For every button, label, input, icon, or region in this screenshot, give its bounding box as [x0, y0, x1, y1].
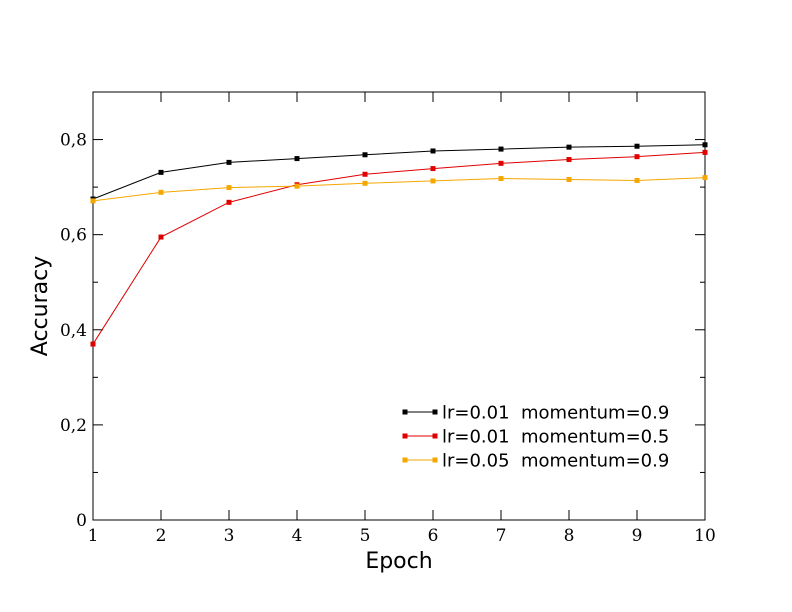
y-tick-label: 0,4: [60, 321, 87, 341]
series-line: [92, 177, 706, 202]
x-tick-label: 6: [428, 526, 439, 546]
x-tick-label: 2: [156, 526, 167, 546]
x-tick-label: 9: [632, 526, 643, 546]
data-point: [566, 144, 572, 150]
x-axis-title: Epoch: [365, 549, 432, 574]
x-tick-label: 8: [564, 526, 575, 546]
y-tick-label: 0,2: [60, 416, 87, 436]
y-tick-label: 0: [76, 511, 87, 531]
data-point: [498, 160, 504, 166]
data-point: [702, 142, 708, 148]
data-point: [362, 171, 368, 177]
y-axis-title: Accuracy: [28, 256, 53, 356]
data-point: [362, 152, 368, 158]
data-point: [294, 156, 300, 162]
data-point: [90, 198, 96, 204]
legend-entry: lr=0.01 momentum=0.9: [402, 403, 669, 424]
data-point: [294, 183, 300, 189]
legend-marker: [432, 409, 438, 415]
y-tick-label: 0,8: [60, 131, 87, 151]
x-tick-label: 7: [496, 526, 507, 546]
legend-label: lr=0.01 momentum=0.9: [442, 403, 669, 424]
x-tick-label: 4: [292, 526, 303, 546]
legend-marker: [402, 457, 408, 463]
data-point: [430, 166, 436, 172]
data-point: [702, 175, 708, 181]
data-point: [226, 199, 232, 205]
data-point: [634, 143, 640, 149]
series-layer: [90, 142, 708, 347]
legend-marker: [402, 409, 408, 415]
data-point: [226, 159, 232, 165]
data-point: [634, 154, 640, 160]
legend-label: lr=0.01 momentum=0.5: [442, 427, 669, 448]
data-point: [226, 185, 232, 191]
legend-marker: [432, 433, 438, 439]
data-point: [90, 341, 96, 347]
data-point: [362, 180, 368, 186]
legend-marker: [402, 433, 408, 439]
data-point: [158, 189, 164, 195]
series-2: [90, 149, 708, 347]
x-tick-label: 5: [360, 526, 371, 546]
x-tick-label: 10: [694, 526, 716, 546]
data-point: [498, 176, 504, 182]
series-3: [90, 175, 708, 204]
data-point: [634, 177, 640, 183]
data-point: [158, 169, 164, 175]
x-tick-label: 3: [224, 526, 235, 546]
legend-label: lr=0.05 momentum=0.9: [442, 451, 669, 472]
legend-entry: lr=0.01 momentum=0.5: [402, 427, 669, 448]
legend-entry: lr=0.05 momentum=0.9: [402, 451, 669, 472]
data-point: [498, 146, 504, 152]
data-point: [702, 149, 708, 155]
data-point: [430, 148, 436, 154]
axis-tick-labels: 1 2 3 4 5 6 7 8 9 10 0 0,2 0,4 0,6 0,8: [60, 131, 716, 546]
data-point: [566, 157, 572, 163]
series-line: [92, 151, 706, 345]
plot-frame: [92, 91, 706, 521]
data-point: [430, 178, 436, 184]
data-point: [566, 177, 572, 183]
series-line: [92, 144, 706, 200]
y-tick-label: 0,6: [60, 226, 87, 246]
x-tick-label: 1: [88, 526, 99, 546]
axis-ticks: [92, 91, 706, 521]
legend-marker: [432, 457, 438, 463]
data-point: [158, 234, 164, 240]
legend: lr=0.01 momentum=0.9 lr=0.01 momentum=0.5…: [402, 403, 669, 472]
